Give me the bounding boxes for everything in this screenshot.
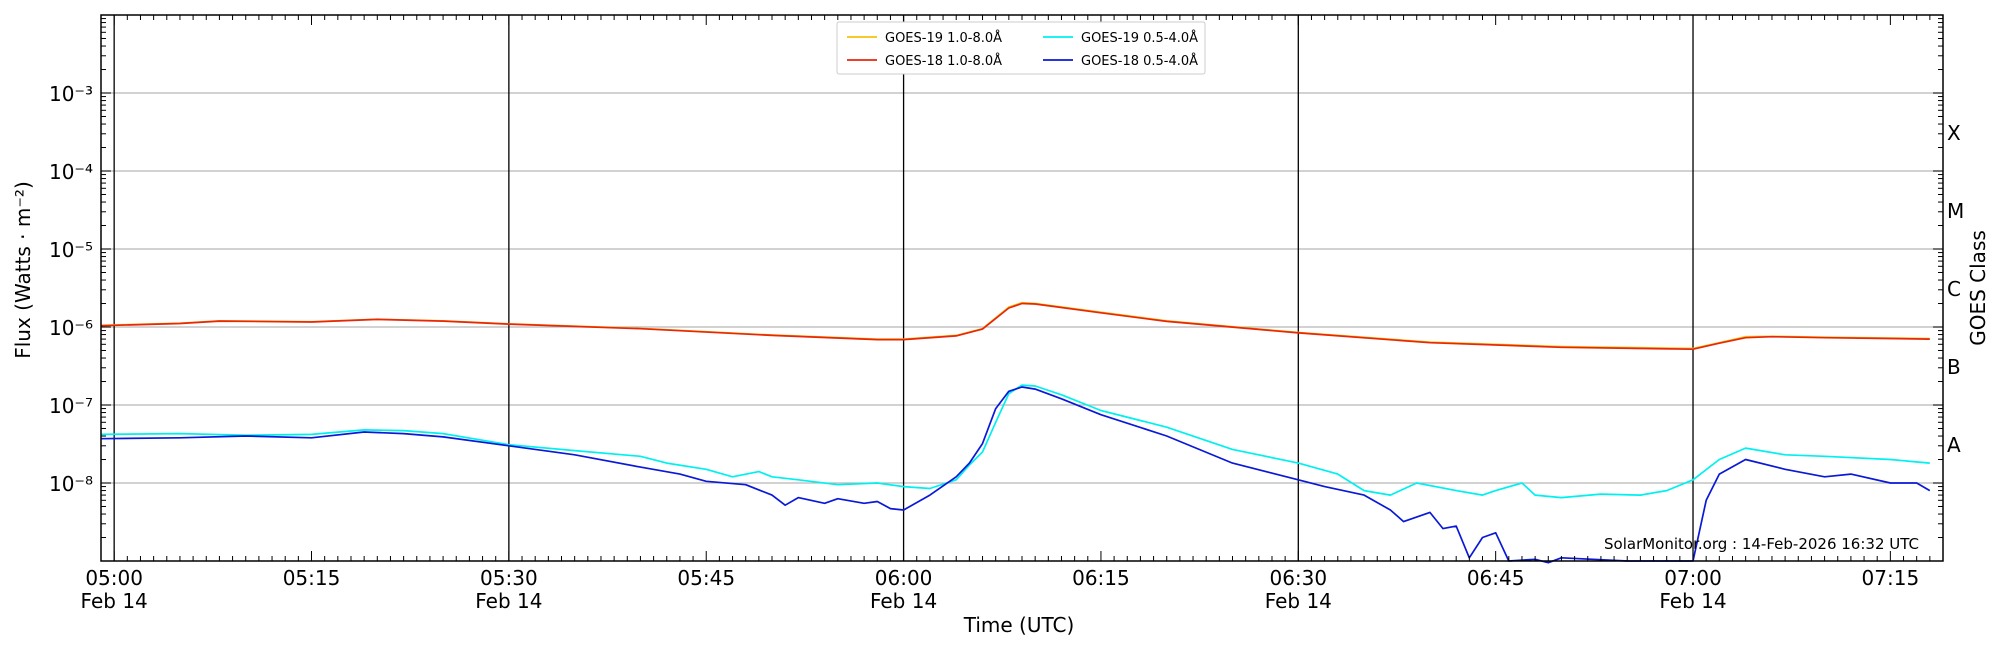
y-tick-label: 10⁻⁸ [49, 472, 93, 496]
y-tick-labels: 10⁻⁸ 10⁻⁷ 10⁻⁶ 10⁻⁵ 10⁻⁴ 10⁻³ [49, 82, 93, 496]
x-tick-label: 07:15 [1862, 566, 1920, 590]
right-axis-title: GOES Class [1966, 230, 1990, 346]
axis-ticks [100, 15, 1944, 562]
goes-class-label: C [1947, 277, 1961, 301]
goes-class-labels: A B C M X [1947, 121, 1964, 457]
series-line-1 [100, 301, 1930, 350]
x-tick-label: 06:15 [1072, 566, 1130, 590]
x-tick-date: Feb 14 [1265, 589, 1332, 613]
legend: GOES-19 1.0-8.0Å GOES-18 1.0-8.0Å GOES-19 … [836, 21, 1206, 75]
x-tick-date: Feb 14 [81, 589, 148, 613]
x-tick-label: 05:15 [283, 566, 341, 590]
goes-class-label: X [1947, 121, 1961, 145]
goes-class-label: B [1947, 355, 1961, 379]
legend-label: GOES-19 0.5-4.0Å [1081, 30, 1198, 46]
plot-frame [100, 14, 1944, 562]
goes-class-label: M [1947, 199, 1964, 223]
goes-class-label: A [1947, 433, 1961, 457]
x-tick-label: 06:30 [1269, 566, 1327, 590]
series-line-2 [100, 302, 1930, 351]
x-tick-label: 06:00 [875, 566, 933, 590]
x-tick-date: Feb 14 [870, 589, 937, 613]
date-boundary-lines [113, 15, 1694, 561]
y-tick-label: 10⁻³ [49, 82, 93, 106]
x-tick-date: Feb 14 [475, 589, 542, 613]
y-tick-label: 10⁻⁴ [49, 160, 93, 184]
y-tick-label: 10⁻⁷ [49, 394, 93, 418]
y-axis-title: Flux (Watts · m⁻²) [11, 181, 35, 359]
x-tick-label: 05:30 [480, 566, 538, 590]
series-lines [100, 301, 1931, 564]
x-tick-date: Feb 14 [1659, 589, 1726, 613]
x-tick-label: 05:45 [677, 566, 735, 590]
x-tick-label: 06:45 [1467, 566, 1525, 590]
x-tick-label: 07:00 [1664, 566, 1722, 590]
series-line-3 [100, 384, 1930, 499]
legend-label: GOES-18 0.5-4.0Å [1081, 53, 1198, 69]
x-tick-label: 05:00 [85, 566, 143, 590]
legend-label: GOES-18 1.0-8.0Å [885, 53, 1002, 69]
y-tick-label: 10⁻⁵ [49, 238, 93, 262]
y-tick-label: 10⁻⁶ [49, 316, 93, 340]
legend-box [836, 21, 1206, 75]
x-axis-title: Time (UTC) [963, 613, 1075, 637]
credit-text: SolarMonitor.org : 14-Feb-2026 16:32 UTC [1604, 535, 1919, 553]
grid [101, 92, 1943, 484]
legend-label: GOES-19 1.0-8.0Å [885, 30, 1002, 46]
